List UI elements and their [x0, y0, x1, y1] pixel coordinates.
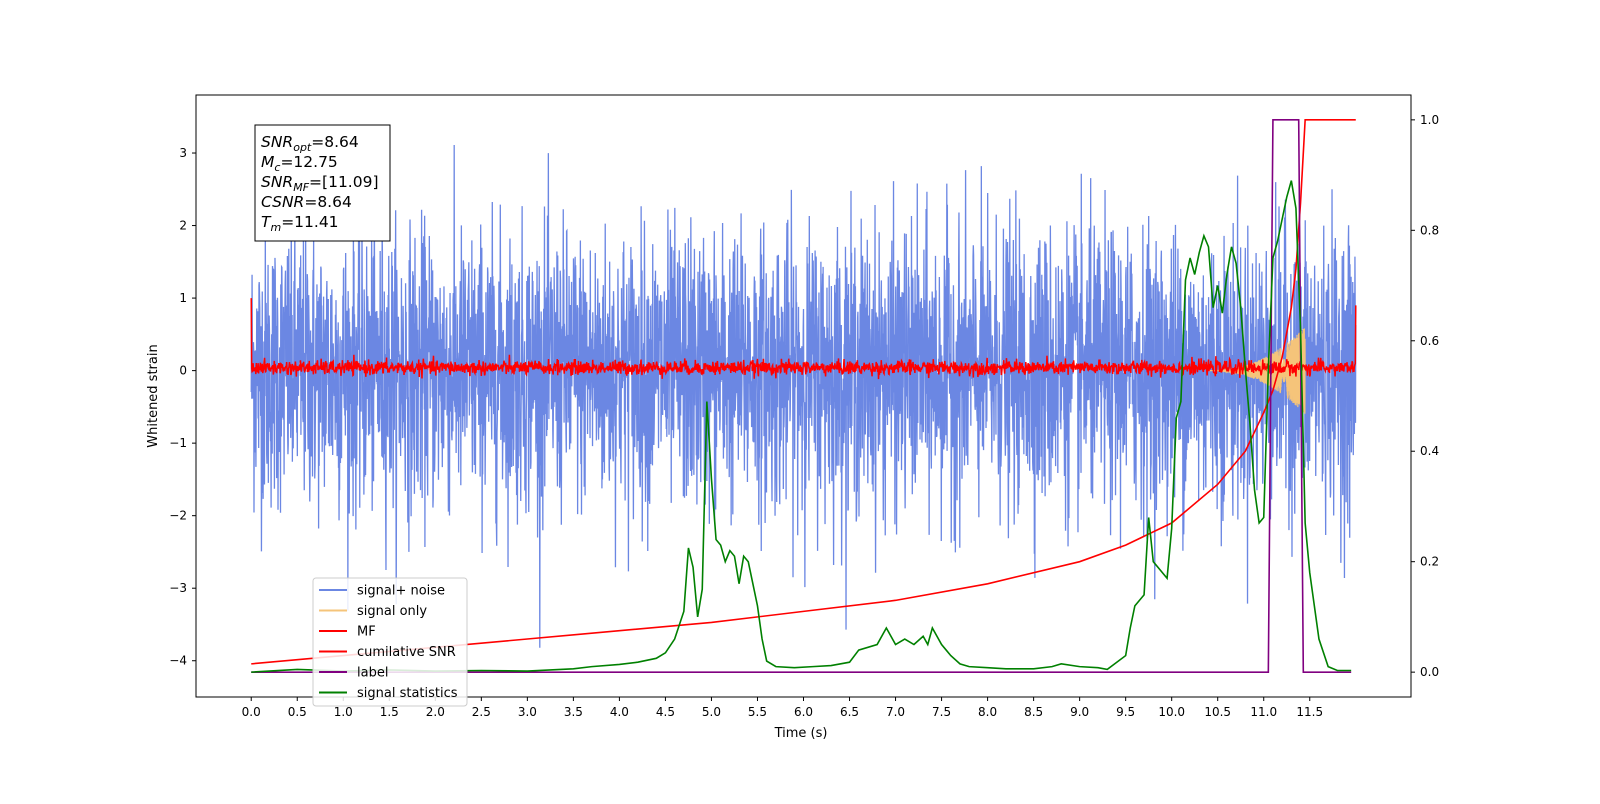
legend-entry: signal+ noise [357, 584, 445, 599]
y-left-tick-label: 0 [179, 364, 187, 378]
x-tick-label: 6.0 [794, 705, 813, 719]
x-tick-label: 2.5 [472, 705, 491, 719]
y-left-tick-label: −3 [169, 581, 187, 595]
y-axis-left: −4 −3 −2 −1 0 1 2 3 [169, 146, 196, 668]
x-tick-label: 9.5 [1116, 705, 1135, 719]
x-tick-label: 3.5 [564, 705, 583, 719]
x-tick-label: 7.0 [886, 705, 905, 719]
x-tick-label: 10.5 [1204, 705, 1231, 719]
y-left-tick-label: 1 [179, 291, 187, 305]
x-tick-label: 6.5 [840, 705, 859, 719]
y-right-tick-label: 0.6 [1420, 334, 1439, 348]
x-tick-label: 4.5 [656, 705, 675, 719]
series-signal-statistics [251, 180, 1352, 673]
x-tick-label: 8.0 [978, 705, 997, 719]
x-tick-label: 4.0 [610, 705, 629, 719]
annotation-line: CSNR=8.64 [261, 193, 352, 211]
x-tick-label: 1.5 [380, 705, 399, 719]
x-tick-label: 7.5 [932, 705, 951, 719]
x-tick-label: 0.5 [288, 705, 307, 719]
legend-entry: MF [357, 625, 376, 640]
y-left-tick-label: −1 [169, 436, 187, 450]
annotation-line: SNRMF=[11.09] [261, 173, 379, 194]
x-tick-label: 11.5 [1296, 705, 1323, 719]
x-tick-label: 3.0 [518, 705, 537, 719]
y-left-tick-label: 2 [179, 219, 187, 233]
annotation-line: SNRopt=8.64 [261, 133, 359, 154]
legend-entry: signal only [357, 604, 427, 619]
series-cumilative-snr [251, 119, 1356, 665]
y-right-tick-label: 1.0 [1420, 113, 1439, 127]
x-tick-label: 5.5 [748, 705, 767, 719]
series-label [251, 119, 1352, 673]
x-tick-label: 5.0 [702, 705, 721, 719]
annotation-line: Tm=11.41 [261, 213, 339, 234]
x-tick-label: 9.0 [1070, 705, 1089, 719]
legend-entry: signal statistics [357, 686, 458, 701]
legend-entry: cumilative SNR [357, 645, 456, 660]
y-axis-label: Whitened strain [146, 344, 161, 447]
y-right-tick-label: 0.0 [1420, 665, 1439, 679]
legend: signal+ noise signal only MF cumilative SNR… [312, 577, 468, 707]
series-mf [250, 298, 1357, 380]
y-right-tick-label: 0.2 [1420, 555, 1439, 569]
plot-area [250, 119, 1357, 673]
y-left-tick-label: −2 [169, 509, 187, 523]
x-tick-label: 10.0 [1158, 705, 1185, 719]
snr-annotation-box: SNRopt=8.64Mc=12.75SNRMF=[11.09]CSNR=8.6… [254, 124, 391, 242]
y-left-tick-label: −4 [169, 654, 187, 668]
y-axis-right: 0.0 0.2 0.4 0.6 0.8 1.0 [1411, 113, 1439, 679]
annotation-line: Mc=12.75 [261, 153, 338, 174]
x-tick-label: 0.0 [242, 705, 261, 719]
x-axis: 0.0 0.5 1.0 1.5 2.0 2.5 3.0 3.5 4.0 4.5 5.0 5.5 6.0 6… [242, 697, 1323, 719]
series-signal-noise [250, 144, 1357, 648]
x-axis-label: Time (s) [774, 726, 828, 741]
x-tick-label: 11.0 [1250, 705, 1277, 719]
legend-entry: label [357, 666, 388, 681]
y-right-tick-label: 0.4 [1420, 444, 1439, 458]
x-tick-label: 8.5 [1024, 705, 1043, 719]
x-tick-label: 1.0 [334, 705, 353, 719]
y-right-tick-label: 0.8 [1420, 223, 1439, 237]
x-tick-label: 2.0 [426, 705, 445, 719]
y-left-tick-label: 3 [179, 146, 187, 160]
